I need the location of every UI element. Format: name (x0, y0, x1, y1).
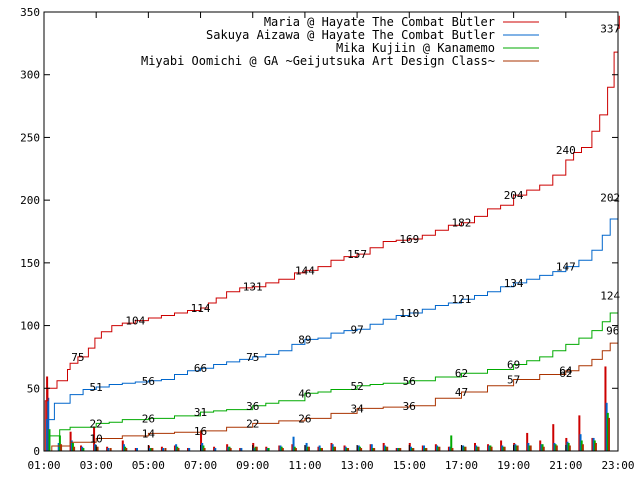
bar-4 (555, 445, 558, 452)
x-tick-label: 19:00 (497, 459, 530, 472)
data-label-4: 16 (194, 425, 207, 438)
data-label-1: 104 (125, 315, 145, 328)
bar-4 (503, 446, 506, 452)
bar-4 (307, 446, 310, 452)
bar-4 (607, 417, 610, 452)
bar-4 (386, 446, 389, 452)
series-line-4 (44, 330, 619, 452)
data-label-3: 56 (403, 375, 416, 388)
x-tick-label: 21:00 (549, 459, 582, 472)
data-label-3: 36 (246, 400, 259, 413)
data-label-3: 31 (194, 406, 207, 419)
bar-4 (255, 446, 258, 452)
bar-4 (438, 446, 441, 452)
data-label-1: 131 (243, 281, 263, 294)
lines-layer (44, 15, 620, 452)
data-label-1: 240 (556, 144, 576, 157)
data-label-4: 10 (90, 432, 103, 445)
data-label-2: 75 (246, 351, 259, 364)
data-label-2: 51 (90, 381, 103, 394)
data-label-2: 66 (194, 362, 207, 375)
data-label-3: 22 (90, 417, 103, 430)
legend-label-1: Maria @ Hayate The Combat Butler (264, 15, 495, 29)
data-label-4: 14 (142, 427, 156, 440)
x-tick-label: 03:00 (80, 459, 113, 472)
data-label-2: 147 (556, 261, 576, 274)
legend-label-2: Sakuya Aizawa @ Hayate The Combat Butler (206, 28, 495, 42)
data-labels-layer: 75 104 114 131 144 157 169 182 204 240 337 51 56 66 75… (71, 22, 620, 445)
data-label-3: 52 (350, 380, 363, 393)
series-line-3 (44, 295, 619, 452)
x-tick-label: 17:00 (445, 459, 478, 472)
data-label-2: 134 (504, 277, 524, 290)
data-label-2: 121 (452, 293, 472, 306)
data-label-3: 26 (142, 412, 155, 425)
data-label-3: 124 (600, 289, 620, 302)
x-tick-label: 07:00 (184, 459, 217, 472)
data-label-4: 36 (403, 400, 416, 413)
y-tick-label: 150 (20, 257, 40, 270)
data-label-1: 204 (504, 189, 524, 202)
plot-frame (43, 11, 619, 452)
bar-4 (96, 446, 99, 452)
bar-4 (594, 442, 597, 452)
data-label-4: 22 (246, 417, 259, 430)
data-label-4: 57 (507, 374, 520, 387)
bar-4 (334, 446, 337, 452)
data-label-3: 69 (507, 358, 520, 371)
data-label-2: 202 (600, 192, 620, 205)
x-tick-label: 11:00 (288, 459, 321, 472)
x-tick-label: 15:00 (393, 459, 426, 472)
legend-label-4: Miyabi Oomichi @ GA ~Geijutsuka Art Desi… (141, 54, 495, 68)
y-tick-label: 50 (27, 382, 40, 395)
data-label-3: 62 (559, 367, 572, 380)
data-label-4: 64 (559, 365, 573, 378)
data-label-1: 75 (71, 351, 84, 364)
data-label-1: 144 (295, 264, 315, 277)
data-label-4: 34 (350, 402, 364, 415)
data-label-1: 114 (191, 302, 211, 315)
y-tick-label: 250 (20, 131, 40, 144)
bar-4 (490, 446, 493, 452)
series-line-2 (44, 197, 619, 452)
y-tick-label: 200 (20, 194, 40, 207)
y-tick-label: 0 (33, 445, 40, 458)
x-tick-label: 09:00 (236, 459, 269, 472)
legend-label-3: Mika Kujiin @ Kanamemo (336, 41, 495, 55)
bar-4 (529, 445, 532, 452)
bar-4 (581, 444, 584, 452)
ticks-layer: 0 50 100 150 200 250 300 350 01:00 03:00 05:00 07:0… (20, 6, 634, 472)
y-tick-label: 300 (20, 69, 40, 82)
data-label-4: 96 (606, 325, 619, 338)
x-tick-label: 05:00 (132, 459, 165, 472)
data-label-4: 26 (298, 412, 311, 425)
data-label-1: 182 (452, 217, 472, 230)
y-tick-label: 100 (20, 320, 40, 333)
bar-4 (542, 446, 545, 452)
data-label-2: 56 (142, 375, 155, 388)
bar-4 (516, 445, 519, 452)
bar-4 (477, 446, 480, 452)
data-label-2: 89 (298, 333, 311, 346)
data-label-2: 97 (350, 323, 363, 336)
data-label-1: 337 (600, 22, 620, 35)
data-label-2: 110 (399, 307, 419, 320)
data-label-3: 62 (455, 367, 468, 380)
bar-4 (73, 446, 76, 452)
x-tick-label: 23:00 (601, 459, 634, 472)
data-label-1: 169 (399, 233, 419, 246)
y-tick-label: 350 (20, 6, 40, 19)
bar-4 (568, 445, 571, 452)
x-tick-label: 13:00 (341, 459, 374, 472)
data-label-3: 46 (298, 387, 311, 400)
bar-4 (464, 446, 467, 452)
data-label-1: 157 (347, 248, 367, 261)
x-tick-label: 01:00 (27, 459, 60, 472)
data-label-4: 47 (455, 386, 468, 399)
series-line-1 (44, 15, 620, 452)
